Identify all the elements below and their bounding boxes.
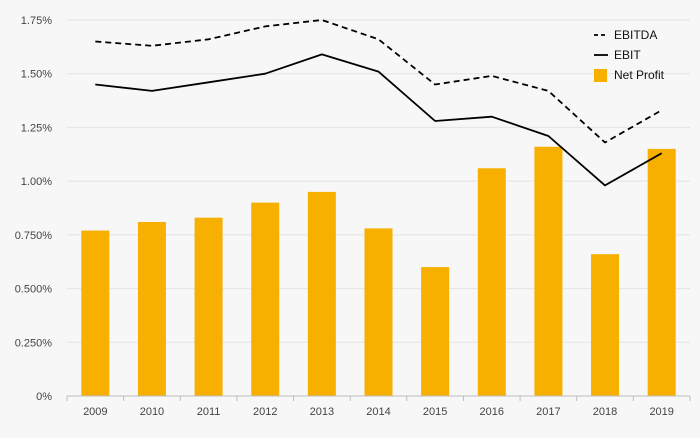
net-profit-bar — [307, 191, 336, 396]
net-profit-bar — [251, 202, 280, 396]
x-tick-label: 2019 — [649, 406, 673, 418]
legend-label-ebit: EBIT — [614, 48, 641, 62]
net-profit-bar — [477, 168, 506, 396]
legend-label-ebitda: EBITDA — [614, 28, 657, 42]
net-profit-bars — [81, 146, 676, 396]
legend-label-net-profit: Net Profit — [614, 68, 665, 82]
net-profit-bar — [591, 254, 620, 396]
y-tick-label: 1.25% — [21, 122, 52, 134]
net-profit-bar — [137, 221, 166, 396]
y-tick-label: 0% — [36, 391, 52, 403]
x-tick-label: 2009 — [83, 406, 107, 418]
x-tick-label: 2015 — [423, 406, 447, 418]
y-tick-label: 1.75% — [21, 15, 52, 27]
x-tick-label: 2011 — [197, 406, 221, 418]
legend-swatch-net-profit — [594, 69, 607, 82]
ebitda-line — [95, 19, 663, 144]
y-tick-label: 0.750% — [15, 230, 53, 242]
x-tick-label: 2014 — [366, 406, 390, 418]
x-tick-label: 2017 — [536, 406, 560, 418]
net-profit-bar — [194, 217, 223, 396]
net-profit-bar — [81, 230, 110, 396]
x-tick-label: 2010 — [140, 406, 164, 418]
net-profit-bar — [534, 146, 563, 396]
line-series — [95, 19, 663, 187]
net-profit-bar — [647, 148, 676, 396]
ebit-line — [95, 53, 663, 187]
net-profit-bar — [421, 267, 450, 396]
net-profit-bar — [364, 228, 393, 396]
legend: EBITDA EBIT Net Profit — [594, 28, 665, 82]
y-tick-label: 0.500% — [15, 284, 53, 296]
x-tick-label: 2018 — [593, 406, 617, 418]
x-tick-label: 2013 — [310, 406, 334, 418]
y-tick-label: 0.250% — [15, 337, 53, 349]
x-tick-label: 2012 — [253, 406, 277, 418]
axes: 0% 0.250% 0.500% 0.750% 1.00% 1.25% 1.50% 1.75%… — [15, 15, 691, 418]
y-tick-label: 1.00% — [21, 176, 52, 188]
x-tick-label: 2016 — [480, 406, 504, 418]
y-tick-label: 1.50% — [21, 69, 52, 81]
